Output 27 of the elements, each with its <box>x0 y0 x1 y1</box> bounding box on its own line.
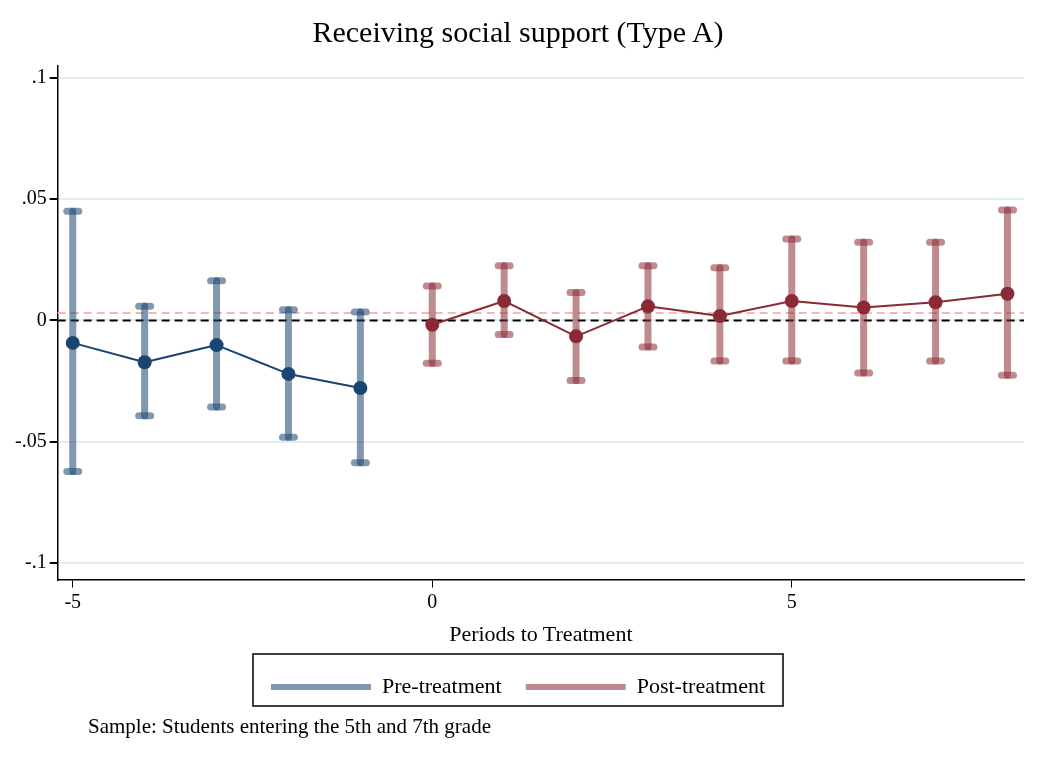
point <box>640 299 655 314</box>
x-tick-label: -5 <box>64 589 82 612</box>
point <box>425 317 440 332</box>
x-tick-label: 5 <box>786 589 797 612</box>
point <box>281 366 296 381</box>
y-tick-label: .05 <box>21 186 47 209</box>
point <box>353 380 368 395</box>
point <box>209 338 224 353</box>
y-tick-label: .1 <box>31 65 47 88</box>
point <box>137 355 152 370</box>
legend-label: Pre-treatment <box>381 672 502 698</box>
point <box>928 295 943 310</box>
point <box>784 294 799 308</box>
legend-label: Post-treatment <box>636 672 766 698</box>
chart-title: Receiving social support (Type A) <box>312 14 724 49</box>
point <box>1000 286 1015 301</box>
point <box>712 309 727 324</box>
y-tick-label: -.05 <box>14 428 47 451</box>
point <box>65 335 80 350</box>
y-tick-label: 0 <box>36 307 47 330</box>
x-axis-title: Periods to Treatment <box>449 620 633 646</box>
point <box>856 300 871 315</box>
text: Sample: Students entering the 5th and 7th grade <box>88 714 492 739</box>
y-tick-label: -.1 <box>24 549 47 572</box>
point <box>569 329 584 344</box>
x-tick-label: 0 <box>427 589 438 612</box>
point <box>497 294 512 308</box>
